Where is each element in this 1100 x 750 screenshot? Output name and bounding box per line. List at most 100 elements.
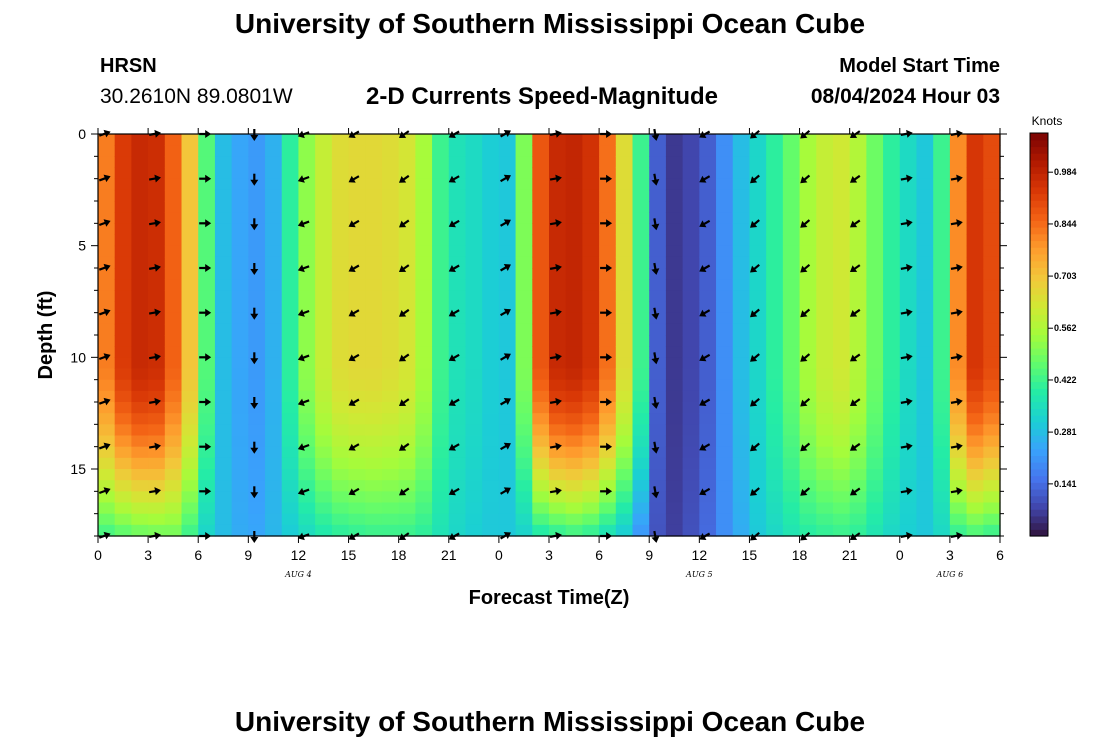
current-arrow: [549, 219, 562, 228]
heatmap-cell: [281, 178, 300, 191]
heatmap-cell: [632, 513, 650, 526]
heatmap-cell: [832, 256, 851, 269]
current-arrow: [199, 487, 212, 496]
heatmap-cell: [315, 357, 333, 370]
heatmap-cell: [665, 167, 684, 180]
heatmap-cell: [465, 413, 483, 425]
heatmap-cell: [331, 469, 350, 481]
heatmap-cell: [198, 390, 216, 403]
heatmap-cell: [732, 491, 751, 504]
heatmap-cell: [265, 502, 283, 515]
current-arrow: [600, 308, 613, 317]
colorbar-step: [1030, 347, 1048, 356]
heatmap-cell: [131, 435, 149, 448]
heatmap-cell: [482, 178, 500, 191]
heatmap-cell: [298, 245, 316, 258]
heatmap-cell: [164, 323, 183, 336]
colorbar-tick-label: 0.422: [1054, 375, 1077, 385]
heatmap-cell: [331, 268, 350, 280]
current-arrow: [250, 531, 259, 543]
heatmap-cell: [849, 491, 867, 504]
heatmap-cell: [348, 446, 366, 459]
heatmap-cell: [381, 323, 400, 336]
current-arrow: [849, 398, 861, 407]
heatmap-cell: [315, 368, 333, 381]
current-arrow: [500, 174, 511, 183]
heatmap-cell: [448, 379, 467, 392]
heatmap-cell: [381, 368, 400, 381]
heatmap-cell: [198, 469, 216, 481]
heatmap-cell: [749, 424, 767, 437]
heatmap-cell: [632, 301, 650, 314]
heatmap-cell: [883, 156, 901, 169]
heatmap-cell: [983, 268, 1001, 280]
heatmap-cell: [699, 189, 717, 202]
heatmap-cell: [348, 268, 366, 280]
heatmap-cell: [949, 480, 968, 492]
heatmap-cell: [498, 469, 517, 481]
heatmap-cell: [298, 156, 316, 169]
heatmap-cell: [415, 268, 433, 280]
heatmap-cell: [415, 480, 433, 492]
heatmap-cell: [532, 323, 550, 336]
current-arrow: [348, 443, 360, 451]
heatmap-cell: [866, 167, 884, 180]
colorbar-step: [1030, 153, 1048, 161]
heatmap-cell: [515, 413, 533, 425]
heatmap-cell: [916, 379, 934, 392]
heatmap-cell: [582, 335, 600, 347]
heatmap-cell: [498, 290, 517, 303]
heatmap-cell: [899, 323, 918, 336]
colorbar-unit: Knots: [1032, 114, 1063, 128]
heatmap-cell: [966, 491, 984, 504]
heatmap-cell: [148, 413, 166, 425]
current-arrow: [549, 353, 562, 362]
heatmap-cell: [799, 301, 817, 314]
heatmap-cell: [949, 156, 968, 169]
heatmap-cell: [716, 424, 734, 437]
heatmap-cell: [298, 279, 316, 291]
heatmap-cell: [315, 301, 333, 314]
heatmap-cell: [649, 323, 667, 336]
heatmap-cell: [649, 435, 667, 448]
heatmap-cell: [565, 402, 583, 414]
heatmap-cell: [365, 502, 383, 515]
colorbar-step: [1030, 260, 1048, 268]
heatmap-cell: [131, 212, 149, 224]
heatmap-cell: [716, 469, 734, 481]
heatmap-cell: [348, 279, 366, 291]
heatmap-cell: [164, 234, 183, 247]
heatmap-cell: [883, 134, 901, 146]
heatmap-cell: [164, 212, 183, 224]
heatmap-cell: [782, 379, 801, 392]
heatmap-cell: [799, 469, 817, 481]
current-arrow: [148, 353, 161, 362]
heatmap-cell: [482, 480, 500, 492]
heatmap-cell: [549, 245, 567, 258]
colorbar-step: [1030, 435, 1048, 443]
heatmap-cell: [114, 268, 132, 280]
heatmap-cell: [749, 446, 767, 459]
heatmap-cell: [766, 145, 784, 157]
heatmap-cell: [415, 256, 433, 269]
heatmap-cell: [198, 457, 216, 470]
heatmap-cell: [381, 245, 400, 258]
heatmap-cell: [198, 435, 216, 448]
heatmap-cell: [248, 268, 266, 280]
heatmap-cell: [381, 290, 400, 303]
heatmap-cell: [916, 424, 934, 437]
heatmap-cell: [131, 234, 149, 247]
heatmap-cell: [816, 268, 834, 280]
heatmap-cell: [632, 524, 650, 537]
current-arrow: [250, 397, 259, 409]
heatmap-cell: [732, 413, 751, 425]
heatmap-cell: [532, 134, 550, 146]
colorbar-tick-label: 0.984: [1054, 167, 1077, 177]
heatmap-cell: [682, 502, 700, 515]
heatmap-cell: [398, 212, 416, 224]
heatmap-cell: [649, 402, 667, 414]
heatmap-cell: [164, 189, 183, 202]
heatmap-cell: [949, 435, 968, 448]
heatmap-cell: [415, 156, 433, 169]
heatmap-cell: [632, 145, 650, 157]
